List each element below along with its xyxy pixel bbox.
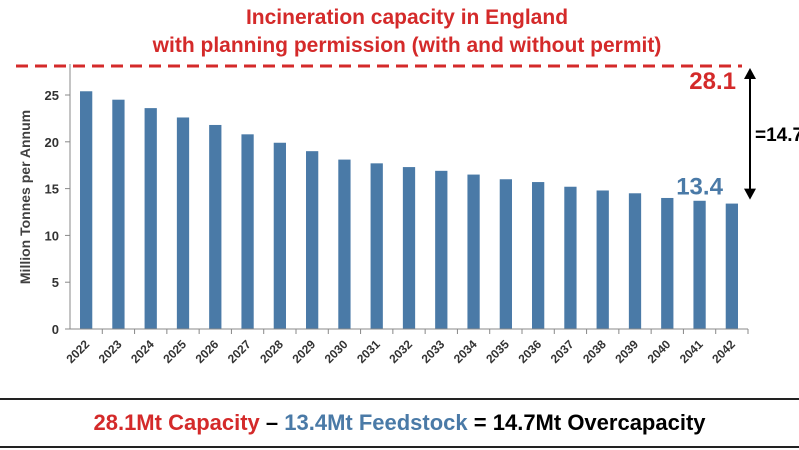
y-tick-label: 25 — [45, 88, 59, 103]
bar — [628, 193, 642, 329]
x-tick-label: 2023 — [96, 337, 125, 366]
arrow-head-up — [744, 68, 756, 79]
x-tick-label: 2024 — [128, 337, 157, 366]
x-tick-label: 2041 — [677, 337, 706, 366]
x-tick-label: 2030 — [322, 337, 351, 366]
y-tick-label: 5 — [52, 275, 59, 290]
x-tick-label: 2028 — [257, 337, 286, 366]
summary-footer: 28.1Mt Capacity – 13.4Mt Feedstock = 14.… — [0, 398, 799, 448]
bar — [725, 203, 738, 329]
chart-title-line-1: Incineration capacity in England — [246, 6, 568, 29]
x-tick-label: 2026 — [193, 337, 222, 366]
y-axis-label: Million Tonnes per Annum — [17, 110, 33, 284]
feedstock-value-label: 13.4 — [676, 174, 723, 201]
bar — [112, 99, 125, 330]
chart-title-line-2: with planning permission (with and witho… — [152, 34, 662, 57]
footer-overcapacity: 14.7Mt Overcapacity — [492, 410, 706, 435]
x-tick-label: 2025 — [160, 337, 189, 366]
bar — [176, 117, 190, 329]
difference-label: =14.7 — [755, 125, 799, 146]
bar — [80, 91, 93, 329]
difference-arrow — [744, 68, 756, 200]
x-tick-label: 2031 — [354, 337, 383, 366]
x-tick-label: 2022 — [63, 337, 92, 366]
y-axis-ticks: 0 5 10 15 20 25 — [45, 88, 70, 337]
footer-feedstock: 13.4Mt Feedstock — [284, 410, 468, 435]
arrow-head-down — [744, 188, 756, 200]
bar — [661, 197, 674, 329]
y-tick-label: 10 — [45, 228, 59, 243]
bar — [338, 159, 351, 329]
x-tick-label: 2036 — [515, 337, 544, 366]
x-tick-label: 2034 — [451, 337, 480, 366]
x-tick-label: 2038 — [580, 337, 609, 366]
bar — [402, 167, 416, 329]
x-tick-label: 2035 — [483, 337, 512, 366]
bar — [564, 186, 577, 329]
footer-equals: = — [467, 410, 493, 435]
bar — [693, 200, 706, 329]
bar — [273, 142, 286, 329]
x-tick-label: 2033 — [419, 337, 448, 366]
bar — [209, 124, 222, 329]
x-tick-label: 2040 — [645, 337, 674, 366]
bar — [306, 151, 319, 329]
bar — [241, 134, 254, 329]
footer-minus: – — [259, 410, 285, 435]
x-tick-label: 2029 — [289, 337, 318, 366]
capacity-value-label: 28.1 — [689, 68, 736, 95]
y-tick-label: 20 — [45, 135, 59, 150]
bar — [435, 170, 448, 329]
x-tick-label: 2027 — [225, 337, 254, 366]
bar — [532, 182, 545, 329]
bar — [144, 108, 157, 330]
x-tick-label: 2037 — [548, 337, 577, 366]
x-tick-label: 2032 — [386, 337, 415, 366]
bar — [370, 163, 383, 329]
bars — [80, 91, 738, 330]
y-tick-label: 0 — [52, 322, 59, 337]
footer-capacity: 28.1Mt Capacity — [93, 410, 260, 435]
x-tick-label: 2042 — [709, 337, 738, 366]
x-axis-ticks: 2022 2023 2024 2025 2026 2027 2028 2029 2030 2031… — [63, 329, 749, 366]
chart: Incineration capacity in England with pl… — [16, 6, 799, 366]
bar — [596, 190, 609, 329]
y-tick-label: 15 — [45, 182, 59, 197]
x-tick-label: 2039 — [612, 337, 641, 366]
bar — [499, 179, 512, 329]
bar — [467, 174, 480, 329]
